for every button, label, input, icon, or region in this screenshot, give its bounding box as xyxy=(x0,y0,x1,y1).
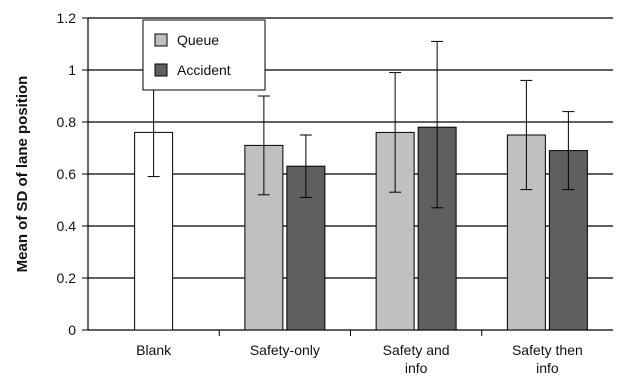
y-tick-label: 0.8 xyxy=(57,114,77,130)
x-tick-label: Safety and xyxy=(383,342,450,358)
x-tick-label: info xyxy=(536,360,559,376)
x-tick-label: Safety then xyxy=(512,342,583,358)
y-tick-label: 1 xyxy=(68,62,76,78)
y-axis-title: Mean of SD of lane position xyxy=(14,76,31,273)
legend-label: Accident xyxy=(177,62,231,78)
x-tick-label: Safety-only xyxy=(250,342,320,358)
legend-swatch xyxy=(154,33,168,47)
legend-swatch xyxy=(154,63,168,77)
legend-label: Queue xyxy=(177,32,219,48)
y-tick-label: 0.2 xyxy=(57,270,77,286)
y-tick-label: 0.6 xyxy=(57,166,77,182)
y-tick-label: 1.2 xyxy=(57,10,77,26)
x-tick-label: Blank xyxy=(136,342,172,358)
x-tick-label: info xyxy=(405,360,428,376)
legend-box xyxy=(142,19,266,91)
y-tick-label: 0.4 xyxy=(57,218,77,234)
y-tick-label: 0 xyxy=(68,322,76,338)
